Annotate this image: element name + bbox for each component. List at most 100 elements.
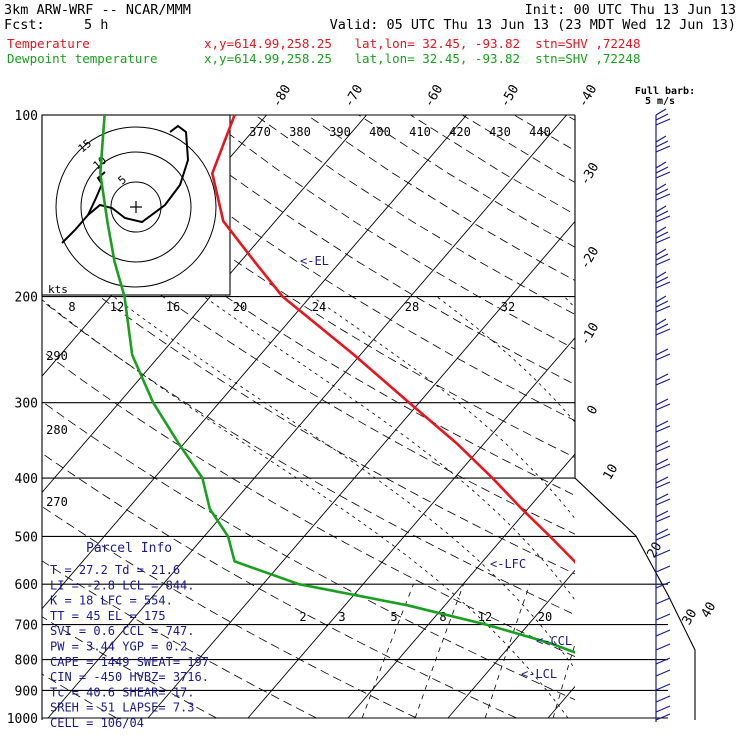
isotherm-label: 40 — [699, 600, 720, 621]
mixing-ratio-label: 16 — [166, 300, 180, 314]
wind-barb — [655, 348, 671, 361]
temperature-legend: Temperature — [7, 36, 90, 51]
wind-barb — [655, 581, 671, 589]
wind-barb — [655, 295, 671, 313]
mixing-ratio-line — [414, 584, 464, 719]
wind-barb — [655, 683, 671, 691]
valid-time: Valid: 05 UTC Thu 13 Jun 13 (23 MDT Wed … — [329, 17, 736, 33]
mixing-ratio-label: 3 — [338, 610, 345, 624]
parcel-info-panel: Parcel Info T = 27.2 Td = 21.6LI = -2.8 … — [50, 541, 209, 730]
pressure-tick-label: 1000 — [7, 712, 38, 727]
parcel-level-label: <-LCL — [521, 667, 557, 681]
dry-adiabat-line — [42, 251, 575, 575]
isotherm-label: -70 — [342, 82, 367, 110]
wind-barb — [655, 597, 671, 605]
forecast-hours: 5 h — [84, 17, 109, 33]
wind-barb — [655, 695, 671, 703]
theta-label: 280 — [46, 423, 68, 437]
moist-adiabat-line — [203, 296, 575, 601]
dry-adiabat-line — [618, 115, 740, 718]
pressure-tick-label: 600 — [15, 578, 38, 593]
dry-adiabat-line — [565, 115, 575, 121]
pressure-tick-label: 500 — [15, 530, 38, 545]
wind-barb — [655, 657, 671, 665]
temperature-line — [211, 115, 575, 565]
parcel-info-row: T = 27.2 Td = 21.6 — [50, 563, 180, 577]
dry-adiabat-line — [721, 115, 740, 718]
forecast-label: Fcst: — [4, 17, 45, 33]
mixing-ratio-label: 5 — [390, 610, 397, 624]
wind-barb — [655, 713, 671, 721]
parcel-info-row: SREH = 51 LAPSE= 7.3 — [50, 701, 195, 715]
wind-barb — [655, 420, 671, 433]
pressure-tick-label: 100 — [15, 109, 38, 124]
hodo-ring-10 — [80, 151, 192, 263]
theta-label: 400 — [369, 125, 391, 139]
moist-adiabat-line — [311, 296, 575, 520]
dry-adiabat-line — [151, 115, 575, 385]
dry-adiabat-line — [42, 616, 217, 719]
pressure-tick-label: 300 — [15, 397, 38, 412]
parcel-info-row: K = 18 LFC = 554. — [50, 594, 173, 608]
theta-label: 440 — [529, 125, 551, 139]
dry-adiabat-line — [42, 505, 417, 719]
dry-adiabat-line — [203, 115, 575, 350]
isotherm-line — [42, 115, 367, 494]
wind-barb — [655, 705, 671, 713]
isotherm-line — [648, 115, 740, 718]
mixing-ratio-label: 12 — [110, 300, 124, 314]
theta-label: 290 — [46, 349, 68, 363]
isotherm-line — [547, 685, 575, 719]
wind-barb — [655, 510, 671, 523]
wind-barb — [655, 629, 671, 637]
parcel-info-row: PW = 3.44 YGP = 0.2 — [50, 640, 187, 654]
pressure-tick-label: 400 — [15, 472, 38, 487]
barb-legend-unit: 5 m/s — [645, 96, 675, 107]
wind-barb — [655, 248, 671, 266]
wind-barb — [655, 669, 671, 677]
wind-barb — [655, 108, 671, 126]
theta-label: 410 — [409, 125, 431, 139]
plot-right-border — [574, 115, 696, 720]
isotherm-label: -60 — [422, 82, 447, 110]
mixing-ratio-label: 2 — [299, 610, 306, 624]
parcel-info-row: CIN = -450 HVBZ= 3716. — [50, 670, 209, 684]
wind-barb — [655, 318, 671, 336]
isotherm-label: 10 — [601, 462, 622, 483]
init-time: Init: 00 UTC Thu 13 Jun 13 — [524, 2, 736, 18]
temperature-location-info: x,y=614.99,258.25 lat,lon= 32.45, -93.82… — [204, 36, 641, 51]
mixing-ratio-label: 8 — [68, 300, 75, 314]
moist-adiabat-line — [436, 296, 575, 423]
pressure-tick-label: 200 — [15, 291, 38, 306]
dry-adiabat-line — [99, 115, 575, 422]
parcel-info-row: CAPE = 1449 SWEAT= 197 — [50, 655, 209, 669]
wind-barb — [655, 528, 671, 541]
parcel-info-row: SVI = 0.6 CCL = 747. — [50, 624, 195, 638]
theta-label: 380 — [289, 125, 311, 139]
mixing-ratio-line — [614, 584, 651, 718]
parcel-info-row: TT = 45 EL = 175 — [50, 609, 166, 623]
parcel-level-label: <-CCL — [536, 634, 572, 648]
dry-adiabat-line — [42, 350, 575, 658]
hodo-origin-marker — [130, 201, 142, 213]
barb-legend-title: Full barb: — [635, 86, 695, 97]
isotherm-label: -10 — [578, 320, 603, 348]
dry-adiabat-line — [42, 452, 517, 719]
wind-barb — [655, 183, 671, 201]
dry-adiabat-line — [42, 560, 317, 719]
mixing-ratio-label: 8 — [439, 610, 446, 624]
theta-label: 390 — [329, 125, 351, 139]
dry-adiabat-line — [358, 115, 575, 248]
mixing-ratio-label: 32 — [501, 300, 515, 314]
isotherm-line — [247, 337, 575, 719]
dry-adiabat-line — [670, 115, 740, 718]
wind-barb — [655, 226, 671, 244]
parcel-info-title: Parcel Info — [86, 541, 172, 556]
theta-label: 420 — [449, 125, 471, 139]
wind-barb — [655, 205, 671, 223]
parcel-info-row: Tc = 40.6 SHEAR= 17. — [50, 685, 195, 699]
hodo-ring-15 — [55, 126, 217, 288]
isotherm-label: -20 — [578, 244, 603, 272]
